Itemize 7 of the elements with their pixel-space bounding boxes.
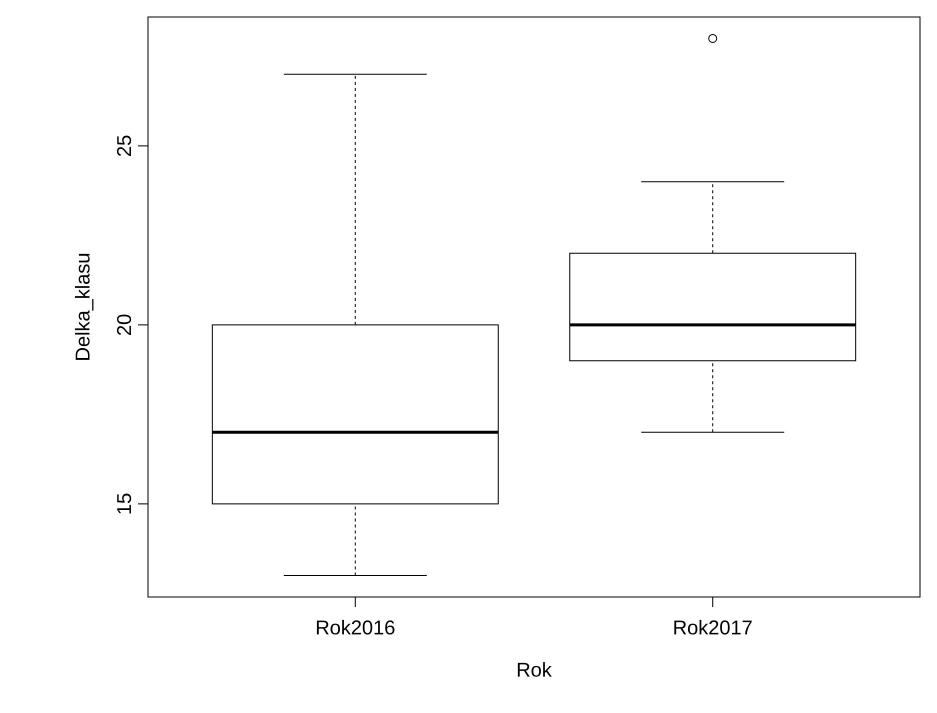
- y-tick-label: 20: [116, 314, 132, 336]
- x-axis-title: Rok: [518, 662, 552, 677]
- x-tick-label: Rok2016: [316, 620, 394, 635]
- y-tick-label: 15: [117, 494, 132, 514]
- x-tick-label: Rok2017: [674, 620, 752, 635]
- y-axis-title: Delka_klasu: [74, 254, 94, 360]
- y-tick-label: 25: [116, 136, 132, 156]
